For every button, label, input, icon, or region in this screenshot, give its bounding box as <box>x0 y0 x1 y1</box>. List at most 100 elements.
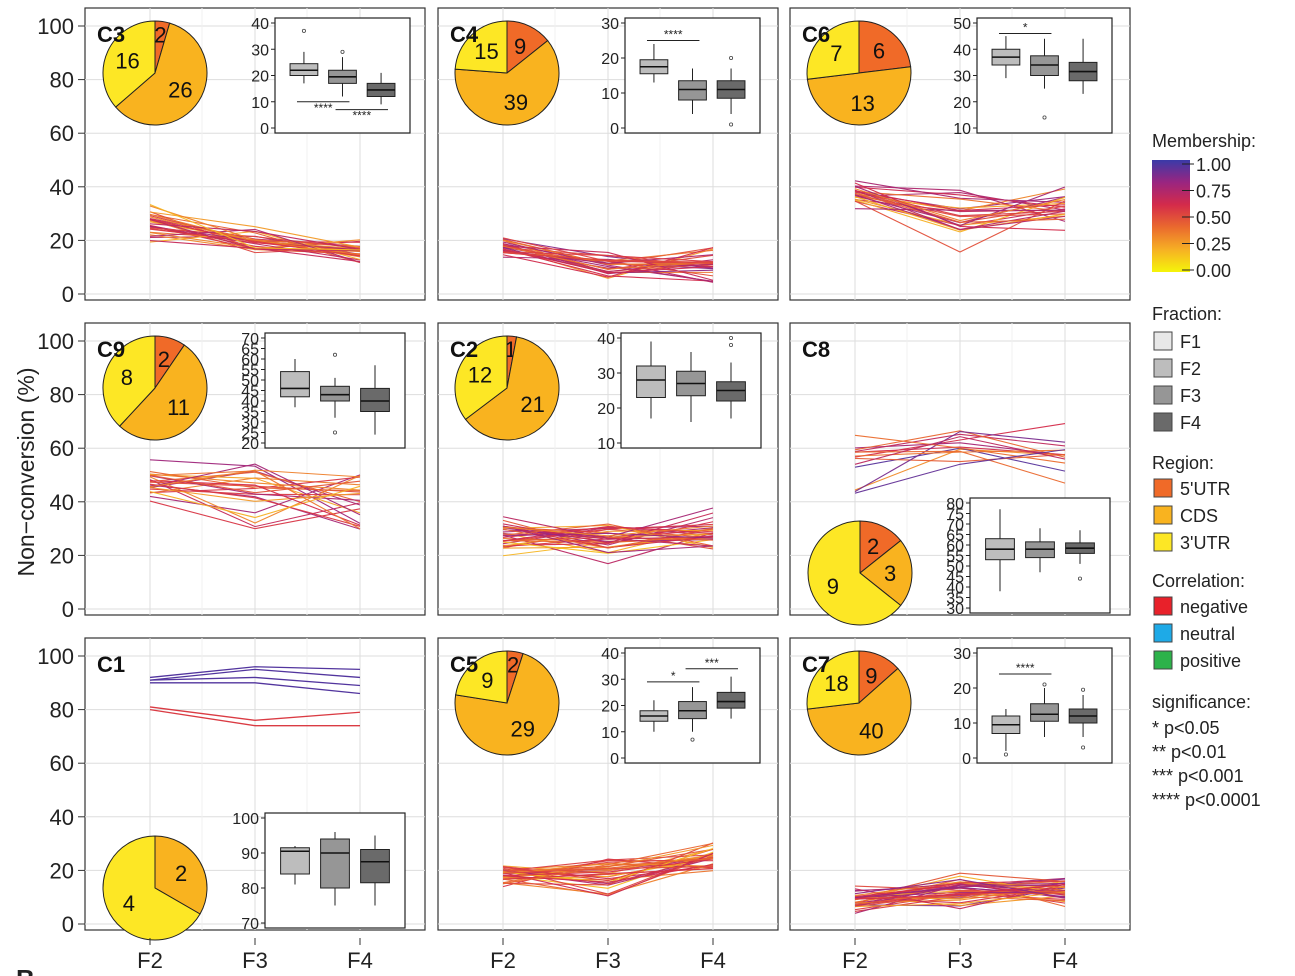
legend-region-swatch <box>1153 505 1173 525</box>
pie-slice <box>807 520 902 626</box>
boxplot-y-tick-label: 70 <box>946 517 964 534</box>
y-axis-tick-label: 20 <box>50 543 74 568</box>
profile-line <box>149 708 360 727</box>
pie-slice <box>114 22 208 126</box>
pie-slice <box>858 20 912 74</box>
pie-slice-label: 29 <box>511 717 535 742</box>
pie-slice-label: 3 <box>884 561 896 586</box>
boxplot-outlier <box>729 122 734 127</box>
profile-line <box>502 245 714 270</box>
boxplot-y-tick-label: 40 <box>601 646 619 663</box>
profile-line <box>854 882 1066 907</box>
y-axis-tick-label: 80 <box>50 68 74 93</box>
boxplot-y-tick-label: 0 <box>962 751 971 768</box>
pie-slice <box>806 66 912 126</box>
y-axis-tick-label: 40 <box>50 805 74 830</box>
y-axis-tick-label: 60 <box>50 121 74 146</box>
boxplot-y-tick-label: 0 <box>260 121 269 138</box>
boxplot-outlier <box>332 430 337 435</box>
boxplot-y-tick-label: 10 <box>251 95 269 112</box>
pie-slice-label: 6 <box>873 38 885 63</box>
profile-line <box>854 191 1066 213</box>
y-axis-tick-label: 40 <box>50 490 74 515</box>
profile-line <box>149 226 361 261</box>
pie-slice <box>806 20 860 80</box>
y-axis-tick-label: 60 <box>50 751 74 776</box>
x-axis-tick-label: F4 <box>1052 948 1078 973</box>
boxplot-outlier <box>340 49 345 54</box>
boxplot-outlier <box>1081 745 1086 750</box>
boxplot-y-tick-label: 20 <box>597 401 615 418</box>
legend-region-label: CDS <box>1180 506 1218 526</box>
boxplot-y-tick-label: 45 <box>241 384 259 401</box>
boxplot-y-tick-label: 30 <box>601 672 619 689</box>
legend-correlation-swatch <box>1153 596 1173 616</box>
boxplot-y-tick-label: 30 <box>953 69 971 86</box>
boxplot-y-tick-label: 40 <box>953 42 971 59</box>
boxplot-y-tick-label: 20 <box>953 95 971 112</box>
profile-line <box>502 523 714 542</box>
x-axis-tick-label: F3 <box>947 948 973 973</box>
profile-line <box>854 192 1066 211</box>
pie-slice-label: 9 <box>481 668 493 693</box>
pie-slice <box>154 835 208 915</box>
boxplot-y-tick-label: 40 <box>597 331 615 348</box>
legend-fraction-swatch <box>1153 385 1173 405</box>
significance-label: **** <box>352 109 371 123</box>
legend-correlation-label: positive <box>1180 651 1241 671</box>
x-axis-tick-label: F2 <box>137 948 163 973</box>
boxplot-outlier <box>690 737 695 742</box>
legend-fraction-label: F3 <box>1180 386 1201 406</box>
boxplot-y-tick-label: 35 <box>946 591 964 608</box>
pie-slice <box>454 652 560 756</box>
boxplot-box <box>320 838 350 889</box>
legend-region-title: Region: <box>1152 453 1214 473</box>
significance-label: **** <box>664 28 683 42</box>
legend-significance-item: *** p<0.001 <box>1152 766 1244 786</box>
colorbar-tick-label: 0.50 <box>1196 208 1231 228</box>
pie-slice-label: 15 <box>474 39 498 64</box>
panel-title: C2 <box>450 337 478 362</box>
pie-slice-label: 40 <box>859 719 883 744</box>
boxplot-y-tick-label: 50 <box>946 559 964 576</box>
boxplot-box <box>636 365 666 398</box>
pie-slice <box>806 667 912 756</box>
legend-fraction-swatch <box>1153 331 1173 351</box>
boxplot-y-tick-label: 80 <box>241 881 259 898</box>
profile-line <box>502 245 714 281</box>
x-axis-tick-label: F4 <box>347 948 373 973</box>
legend-correlation-swatch <box>1153 623 1173 643</box>
profile-line <box>149 480 361 526</box>
profile-line <box>502 854 714 896</box>
membership-colorbar <box>1152 160 1190 272</box>
pie-slice <box>806 650 860 710</box>
profile-line <box>150 682 361 695</box>
pie-slice <box>464 336 560 441</box>
boxplot-y-tick-label: 10 <box>601 725 619 742</box>
y-axis-tick-label: 0 <box>62 912 74 937</box>
boxplot-y-tick-label: 10 <box>601 86 619 103</box>
profile-line <box>854 180 1066 203</box>
legend-correlation-label: negative <box>1180 597 1248 617</box>
boxplot-y-tick-label: 25 <box>241 426 259 443</box>
profile-line <box>854 200 1066 253</box>
significance-label: * <box>1023 21 1028 35</box>
boxplot-box <box>360 849 390 884</box>
panel-title: C1 <box>97 652 125 677</box>
colorbar-tick-label: 0.75 <box>1196 182 1231 202</box>
profile-line <box>502 252 714 263</box>
pie-slice <box>859 539 913 607</box>
colorbar-tick-label: 0.00 <box>1196 261 1231 281</box>
legend-correlation-swatch <box>1153 650 1173 670</box>
boxplot-y-tick-label: 20 <box>953 681 971 698</box>
boxplot-y-tick-label: 50 <box>241 373 259 390</box>
boxplot-y-tick-label: 20 <box>251 69 269 86</box>
pie-slice-label: 21 <box>520 392 544 417</box>
significance-label: * <box>671 669 676 683</box>
legend-significance-item: ** p<0.01 <box>1152 742 1227 762</box>
legend-region-swatch <box>1153 532 1173 552</box>
pie-slice-label: 2 <box>507 652 519 677</box>
profile-line <box>854 192 1066 223</box>
